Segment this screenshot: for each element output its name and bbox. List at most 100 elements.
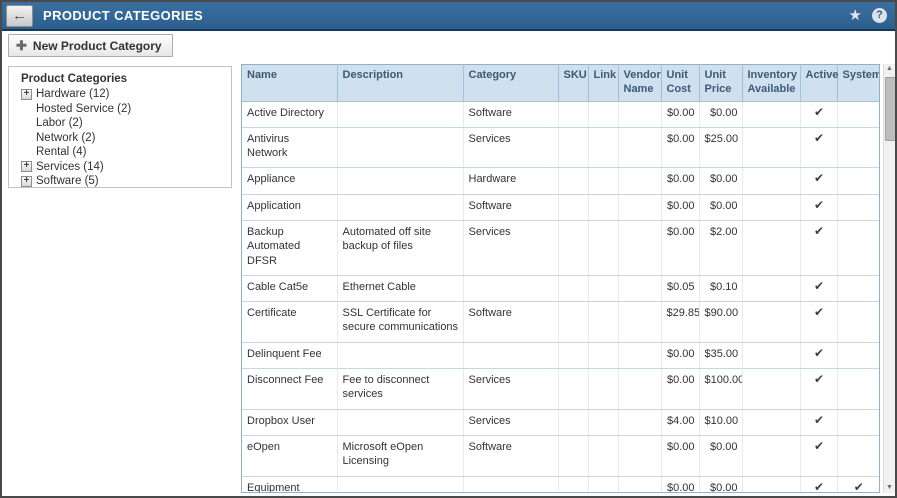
table-row-backup-automated-dfsr[interactable]: Backup Automated DFSR Automated off site … <box>242 220 879 276</box>
column-header-unit-price[interactable]: Unit Price <box>699 64 743 102</box>
cell-link <box>588 194 619 221</box>
column-header-system[interactable]: System <box>837 64 879 102</box>
table-row-delinquent-fee[interactable]: Delinquent Fee $0.00 $35.00 ✔ <box>242 342 879 370</box>
cell-name: eOpen <box>242 435 338 477</box>
column-header-link[interactable]: Link <box>588 64 619 102</box>
cell-unit_price: $25.00 <box>699 127 743 169</box>
tree-item-hardware[interactable]: + Hardware (12) <box>21 87 223 102</box>
tree-item-label: Rental (4) <box>36 146 87 159</box>
cell-unit_cost: $0.00 <box>661 368 700 410</box>
cell-unit_cost: $0.00 <box>661 342 700 370</box>
cell-sku <box>558 167 589 195</box>
cell-category <box>463 476 559 492</box>
cell-description: Microsoft eOpen Licensing <box>337 435 464 477</box>
cell-unit_price: $2.00 <box>699 220 743 276</box>
favorite-star-icon[interactable]: ★ <box>848 7 862 24</box>
column-header-sku[interactable]: SKU <box>558 64 589 102</box>
active-check-icon: ✔ <box>813 372 825 387</box>
cell-system <box>837 301 879 343</box>
cell-active: ✔ <box>800 220 838 276</box>
active-check-icon: ✔ <box>813 345 825 360</box>
table-row-equipment[interactable]: Equipment $0.00 $0.00 ✔ ✔ <box>242 476 879 492</box>
tree-item-network[interactable]: Network (2) <box>21 131 223 146</box>
expand-plus-icon[interactable]: + <box>21 175 32 187</box>
vertical-scrollbar[interactable]: ▲ ▼ <box>883 64 895 493</box>
column-header-inventory-available[interactable]: Inventory Available <box>742 64 801 102</box>
new-product-category-button[interactable]: ✚ New Product Category <box>8 34 173 57</box>
scroll-up-icon[interactable]: ▲ <box>886 65 893 72</box>
cell-link <box>588 409 619 436</box>
cell-system <box>837 275 879 303</box>
cell-description <box>337 167 464 195</box>
cell-vendor_name <box>618 368 662 410</box>
column-header-active[interactable]: Active <box>800 64 839 102</box>
cell-active: ✔ <box>800 301 838 343</box>
table-row-appliance[interactable]: Appliance Hardware $0.00 $0.00 ✔ <box>242 167 879 195</box>
cell-name: Cable Cat5e <box>242 275 338 303</box>
scroll-down-icon[interactable]: ▼ <box>886 484 893 491</box>
cell-link <box>588 435 619 477</box>
cell-system <box>837 127 879 169</box>
cell-name: Delinquent Fee <box>242 342 338 370</box>
table-row-antivirus-network[interactable]: Antivirus Network Services $0.00 $25.00 ✔ <box>242 127 879 169</box>
cell-description <box>337 409 464 436</box>
cell-system <box>837 194 879 221</box>
cell-active: ✔ <box>800 342 838 370</box>
active-check-icon: ✔ <box>813 130 825 145</box>
help-icon[interactable]: ? <box>872 8 887 23</box>
tree-item-rental[interactable]: Rental (4) <box>21 145 223 160</box>
table-row-application[interactable]: Application Software $0.00 $0.00 ✔ <box>242 194 879 221</box>
column-header-unit-cost[interactable]: Unit Cost <box>661 64 700 102</box>
tree-item-services[interactable]: + Services (14) <box>21 160 223 175</box>
cell-category: Software <box>463 101 559 128</box>
cell-inventory_available <box>742 409 801 436</box>
cell-description: Ethernet Cable <box>337 275 464 303</box>
column-header-vendor-name[interactable]: Vendor Name <box>618 64 662 102</box>
cell-link <box>588 127 619 169</box>
scrollbar-thumb[interactable] <box>885 77 895 141</box>
cell-inventory_available <box>742 127 801 169</box>
cell-active: ✔ <box>800 127 838 169</box>
table-row-dropbox-user[interactable]: Dropbox User Services $4.00 $10.00 ✔ <box>242 409 879 436</box>
table-row-active-directory[interactable]: Active Directory Software $0.00 $0.00 ✔ <box>242 101 879 128</box>
cell-sku <box>558 194 589 221</box>
table-row-certificate[interactable]: Certificate SSL Certificate for secure co… <box>242 301 879 343</box>
cell-name: Backup Automated DFSR <box>242 220 338 276</box>
expand-plus-icon[interactable]: + <box>21 88 32 100</box>
cell-unit_price: $0.00 <box>699 476 743 492</box>
cell-name: Disconnect Fee <box>242 368 338 410</box>
cell-active: ✔ <box>800 435 838 477</box>
cell-active: ✔ <box>800 101 838 128</box>
table-row-cable-cat5e[interactable]: Cable Cat5e Ethernet Cable $0.05 $0.10 ✔ <box>242 275 879 303</box>
cell-sku <box>558 101 589 128</box>
column-header-description[interactable]: Description <box>337 64 464 102</box>
cell-sku <box>558 342 589 370</box>
cell-unit_price: $10.00 <box>699 409 743 436</box>
tree-item-hosted-service[interactable]: Hosted Service (2) <box>21 102 223 117</box>
active-check-icon: ✔ <box>813 278 825 293</box>
cell-unit_price: $0.00 <box>699 435 743 477</box>
cell-unit_price: $90.00 <box>699 301 743 343</box>
column-header-category[interactable]: Category <box>463 64 559 102</box>
cell-vendor_name <box>618 342 662 370</box>
cell-vendor_name <box>618 127 662 169</box>
cell-sku <box>558 476 589 492</box>
product-category-table: Name Description Category SKU Link Vendor Nam… <box>242 64 879 492</box>
column-header-name[interactable]: Name <box>242 64 338 102</box>
back-button[interactable]: ← <box>6 4 33 27</box>
table-header-row: Name Description Category SKU Link Vendor Nam… <box>242 64 879 102</box>
cell-name: Certificate <box>242 301 338 343</box>
table-row-disconnect-fee[interactable]: Disconnect Fee Fee to disconnect services… <box>242 368 879 410</box>
cell-description <box>337 342 464 370</box>
table-row-eopen[interactable]: eOpen Microsoft eOpen Licensing Software $0… <box>242 435 879 477</box>
cell-unit_price: $0.10 <box>699 275 743 303</box>
expand-plus-icon[interactable]: + <box>21 161 32 173</box>
active-check-icon: ✔ <box>813 104 825 119</box>
tree-item-software[interactable]: + Software (5) <box>21 174 223 187</box>
cell-category: Services <box>463 220 559 276</box>
cell-sku <box>558 301 589 343</box>
cell-name: Appliance <box>242 167 338 195</box>
tree-item-labor[interactable]: Labor (2) <box>21 116 223 131</box>
cell-description <box>337 194 464 221</box>
tree-root-label: Product Categories <box>21 73 128 85</box>
